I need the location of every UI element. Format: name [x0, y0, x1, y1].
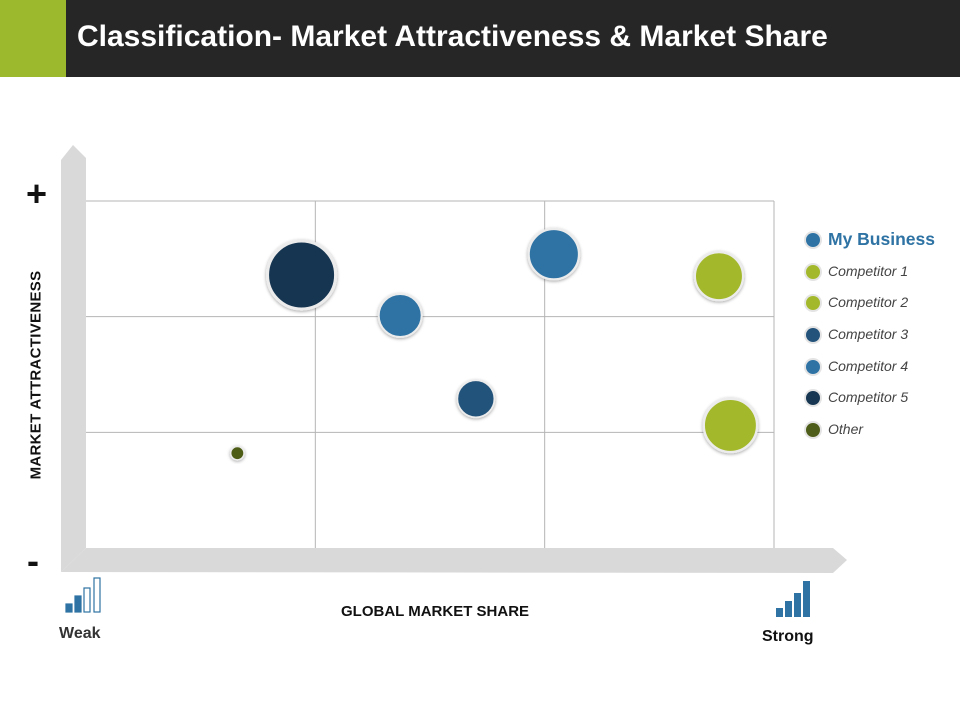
bubble-other: [229, 445, 245, 461]
y-axis-high-marker: +: [26, 173, 48, 214]
bubble-competitor-1: [693, 251, 745, 302]
y-axis-low-marker: -: [27, 540, 39, 581]
legend-dot: [806, 328, 820, 343]
bubble-layer: [229, 227, 759, 461]
legend-dot: [806, 359, 820, 374]
legend-dot: [806, 233, 820, 247]
legend-label: Competitor 2: [828, 294, 909, 311]
legend-dot: [806, 391, 820, 406]
legend-label: Competitor 4: [828, 357, 909, 374]
signal-bar: [93, 577, 101, 613]
x-axis-floor: [61, 548, 847, 573]
signal-bar: [785, 601, 792, 617]
signal-bar: [83, 587, 91, 613]
x-axis-label: GLOBAL MARKET SHARE: [341, 603, 530, 620]
legend-label: Competitor 3: [828, 326, 909, 343]
signal-bar: [74, 595, 82, 613]
axis-icons: [65, 577, 810, 617]
bubble-competitor-3: [456, 379, 496, 419]
header-accent-block: [0, 0, 66, 77]
legend-label: Competitor 1: [828, 262, 909, 279]
y-axis-wall: [61, 145, 86, 572]
plot-grid: [86, 200, 775, 548]
legend-label: Other: [828, 421, 864, 438]
signal-bar: [803, 581, 810, 617]
y-axis-label: MARKET ATTRACTIVENESS: [27, 270, 45, 480]
legend-dot: [806, 423, 820, 438]
signal-bar: [776, 608, 783, 617]
signal-bar: [65, 603, 73, 613]
legend-dot: [806, 296, 820, 311]
page-title: Classification- Market Attractiveness & …: [77, 20, 828, 53]
x-axis-low-label: Weak: [59, 625, 101, 642]
bubble-competitor-5: [266, 239, 338, 311]
legend-label: Competitor 5: [828, 389, 909, 406]
bubble-competitor-2: [702, 397, 759, 454]
legend-label: My Business: [828, 229, 935, 249]
bubble-my-business: [527, 227, 581, 281]
strong-signal-bars-icon: [776, 581, 810, 617]
legend-dot: [806, 264, 820, 279]
signal-bar: [794, 593, 801, 617]
weak-signal-bars-icon: [65, 577, 101, 613]
header-bar: Classification- Market Attractiveness & …: [0, 0, 960, 77]
bubble-my-business: [377, 293, 423, 338]
x-axis-high-label: Strong: [762, 628, 814, 645]
